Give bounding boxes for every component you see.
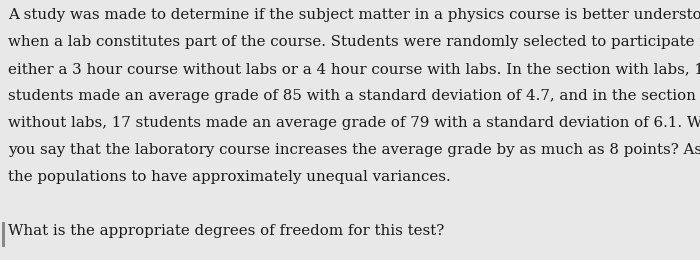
Bar	[2, 222, 5, 247]
Text: either a 3 hour course without labs or a 4 hour course with labs. In the section: either a 3 hour course without labs or a…	[8, 62, 700, 76]
Text: the populations to have approximately unequal variances.: the populations to have approximately un…	[8, 170, 451, 184]
Text: What is the appropriate degrees of freedom for this test?: What is the appropriate degrees of freed…	[8, 224, 444, 238]
Text: A study was made to determine if the subject matter in a physics course is bette: A study was made to determine if the sub…	[8, 8, 700, 22]
Text: students made an average grade of 85 with a standard deviation of 4.7, and in th: students made an average grade of 85 wit…	[8, 89, 696, 103]
Text: you say that the laboratory course increases the average grade by as much as 8 p: you say that the laboratory course incre…	[8, 143, 700, 157]
Text: when a lab constitutes part of the course. Students were randomly selected to pa: when a lab constitutes part of the cours…	[8, 35, 700, 49]
Text: without labs, 17 students made an average grade of 79 with a standard deviation : without labs, 17 students made an averag…	[8, 116, 700, 130]
